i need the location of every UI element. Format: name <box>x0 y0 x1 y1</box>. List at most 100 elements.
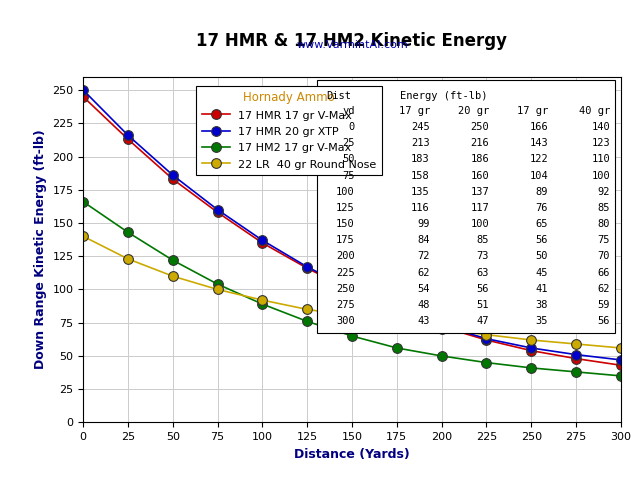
17 HMR 17 gr V-Max <box>303 265 311 271</box>
22 LR  40 gr Round Nose <box>124 256 132 262</box>
17 HM2 17 gr V-Max <box>572 369 580 375</box>
17 HMR 20 gr XTP <box>572 352 580 358</box>
Text: 59: 59 <box>598 300 610 310</box>
17 HMR 17 gr V-Max <box>79 94 87 100</box>
Text: 245: 245 <box>412 122 430 132</box>
22 LR  40 gr Round Nose <box>572 341 580 347</box>
17 HMR 20 gr XTP <box>617 357 625 363</box>
Text: 56: 56 <box>536 235 548 245</box>
Text: Energy (ft-lb): Energy (ft-lb) <box>401 91 488 101</box>
17 HMR 17 gr V-Max <box>527 348 535 353</box>
Text: 175: 175 <box>336 235 355 245</box>
Text: 73: 73 <box>477 252 489 262</box>
Text: 200: 200 <box>336 252 355 262</box>
Text: 38: 38 <box>536 300 548 310</box>
Text: 135: 135 <box>412 187 430 197</box>
17 HM2 17 gr V-Max <box>214 281 221 287</box>
22 LR  40 gr Round Nose <box>303 307 311 312</box>
17 HMR 20 gr XTP <box>169 172 177 178</box>
Text: 125: 125 <box>336 203 355 213</box>
Text: 43: 43 <box>417 316 430 326</box>
22 LR  40 gr Round Nose <box>393 320 401 325</box>
17 HM2 17 gr V-Max <box>483 360 490 365</box>
Text: 104: 104 <box>529 170 548 180</box>
X-axis label: Distance (Yards): Distance (Yards) <box>294 448 410 461</box>
17 HM2 17 gr V-Max <box>79 199 87 204</box>
Text: 62: 62 <box>417 268 430 277</box>
Text: 54: 54 <box>417 284 430 294</box>
17 HMR 20 gr XTP <box>483 336 490 342</box>
Text: 17 gr: 17 gr <box>399 106 430 116</box>
22 LR  40 gr Round Nose <box>527 337 535 343</box>
Text: 166: 166 <box>529 122 548 132</box>
Text: 56: 56 <box>598 316 610 326</box>
17 HMR 17 gr V-Max <box>572 356 580 361</box>
Text: 140: 140 <box>591 122 610 132</box>
Text: 70: 70 <box>598 252 610 262</box>
22 LR  40 gr Round Nose <box>617 345 625 351</box>
17 HMR 17 gr V-Max <box>348 288 356 294</box>
17 HMR 20 gr XTP <box>124 132 132 138</box>
Text: www.VarmintAI.com: www.VarmintAI.com <box>296 40 408 50</box>
17 HMR 20 gr XTP <box>303 264 311 270</box>
Text: 250: 250 <box>470 122 489 132</box>
17 HMR 20 gr XTP <box>438 323 445 328</box>
Text: 50: 50 <box>342 155 355 165</box>
Text: 250: 250 <box>336 284 355 294</box>
Bar <box>317 80 616 333</box>
Text: yd: yd <box>342 106 355 116</box>
Text: 65: 65 <box>536 219 548 229</box>
Text: 160: 160 <box>470 170 489 180</box>
Text: 100: 100 <box>470 219 489 229</box>
17 HMR 20 gr XTP <box>214 207 221 213</box>
Text: 117: 117 <box>470 203 489 213</box>
Text: 213: 213 <box>412 138 430 148</box>
Text: 186: 186 <box>470 155 489 165</box>
Text: Dist: Dist <box>326 91 351 101</box>
Line: 17 HM2 17 gr V-Max: 17 HM2 17 gr V-Max <box>78 197 626 381</box>
22 LR  40 gr Round Nose <box>348 313 356 319</box>
Text: 100: 100 <box>591 170 610 180</box>
Text: 85: 85 <box>598 203 610 213</box>
Text: 100: 100 <box>336 187 355 197</box>
Text: 99: 99 <box>417 219 430 229</box>
Text: 0: 0 <box>348 122 355 132</box>
Text: 150: 150 <box>336 219 355 229</box>
Text: 92: 92 <box>598 187 610 197</box>
Text: 275: 275 <box>336 300 355 310</box>
Text: 50: 50 <box>536 252 548 262</box>
17 HMR 20 gr XTP <box>393 307 401 312</box>
Text: 47: 47 <box>477 316 489 326</box>
Text: 75: 75 <box>598 235 610 245</box>
Text: 137: 137 <box>470 187 489 197</box>
Text: 75: 75 <box>342 170 355 180</box>
Text: 225: 225 <box>336 268 355 277</box>
17 HMR 17 gr V-Max <box>169 176 177 182</box>
Text: 110: 110 <box>591 155 610 165</box>
17 HM2 17 gr V-Max <box>617 373 625 379</box>
Text: 35: 35 <box>536 316 548 326</box>
Text: 216: 216 <box>470 138 489 148</box>
Text: 66: 66 <box>598 268 610 277</box>
Text: 51: 51 <box>477 300 489 310</box>
Text: 122: 122 <box>529 155 548 165</box>
Title: 17 HMR & 17 HM2 Kinetic Energy: 17 HMR & 17 HM2 Kinetic Energy <box>196 32 508 50</box>
Line: 17 HMR 17 gr V-Max: 17 HMR 17 gr V-Max <box>78 92 626 370</box>
22 LR  40 gr Round Nose <box>259 297 266 303</box>
17 HM2 17 gr V-Max <box>303 319 311 324</box>
Text: 84: 84 <box>417 235 430 245</box>
Line: 22 LR  40 gr Round Nose: 22 LR 40 gr Round Nose <box>78 231 626 353</box>
17 HMR 17 gr V-Max <box>617 362 625 368</box>
22 LR  40 gr Round Nose <box>79 233 87 239</box>
Text: 116: 116 <box>412 203 430 213</box>
17 HMR 17 gr V-Max <box>259 240 266 246</box>
Text: 56: 56 <box>477 284 489 294</box>
Text: 17 gr: 17 gr <box>517 106 548 116</box>
17 HM2 17 gr V-Max <box>393 345 401 351</box>
Text: 62: 62 <box>598 284 610 294</box>
Text: 40 gr: 40 gr <box>579 106 610 116</box>
Text: 158: 158 <box>412 170 430 180</box>
17 HMR 17 gr V-Max <box>124 136 132 142</box>
17 HMR 20 gr XTP <box>348 287 356 292</box>
Text: 143: 143 <box>529 138 548 148</box>
